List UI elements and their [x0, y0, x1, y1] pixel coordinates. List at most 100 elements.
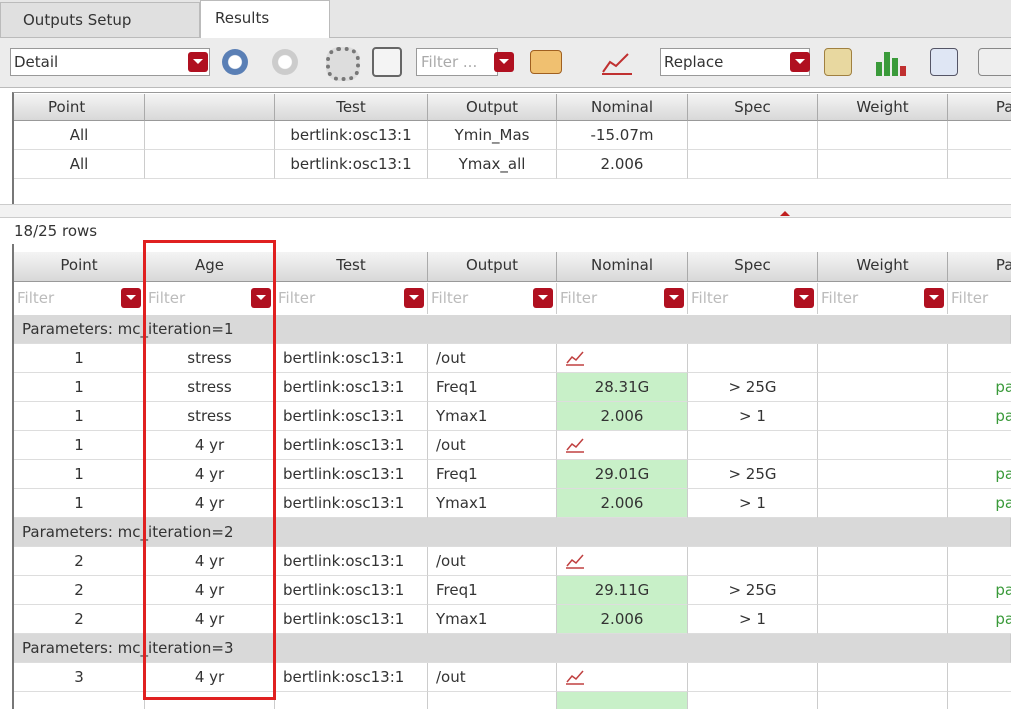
table-cell [948, 692, 1011, 709]
plot-icon[interactable] [565, 349, 585, 367]
header-cell: Nominal [557, 94, 688, 121]
table-cell [688, 121, 818, 150]
filter-dropdown[interactable] [121, 288, 141, 308]
table-cell [688, 150, 818, 179]
table-cell [818, 373, 948, 402]
table-cell: > 1 [688, 402, 818, 431]
table-cell [145, 150, 275, 179]
group-row: Parameters: mc_iteration=3 [14, 634, 1011, 663]
table-button[interactable] [372, 47, 402, 77]
back-button[interactable] [222, 49, 248, 75]
table-cell: bertlink:osc13:1 [275, 150, 428, 179]
table-cell: /out [428, 431, 557, 460]
table-cell: bertlink:osc13:1 [275, 547, 428, 576]
table-cell [688, 431, 818, 460]
histogram-button[interactable] [872, 46, 912, 78]
table-cell [688, 547, 818, 576]
filter-input[interactable]: Filter [818, 283, 948, 314]
filter-input[interactable]: Filter [428, 283, 557, 314]
dropdown-button[interactable] [494, 52, 514, 72]
table-cell [948, 150, 1011, 179]
filter-input[interactable]: Filter [948, 283, 1011, 314]
table-cell: Ymax1 [428, 489, 557, 518]
table-cell: > 1 [688, 489, 818, 518]
notes-button[interactable] [930, 48, 958, 76]
table-cell: /out [428, 547, 557, 576]
table-cell: Freq1 [428, 576, 557, 605]
splitter-handle[interactable] [780, 206, 790, 216]
table-cell [14, 692, 145, 709]
table-cell [818, 576, 948, 605]
filter-input[interactable]: Filter [557, 283, 688, 314]
table-cell: bertlink:osc13:1 [275, 402, 428, 431]
plot-button[interactable] [600, 48, 634, 76]
table-cell: bertlink:osc13:1 [275, 121, 428, 150]
table-cell: 4 yr [145, 576, 275, 605]
table-cell [557, 547, 688, 576]
settings-button[interactable] [326, 47, 360, 81]
table-cell: Ymax1 [428, 402, 557, 431]
tab[interactable]: Outputs Setup [0, 2, 200, 38]
table-cell [145, 692, 275, 709]
table-cell: > 1 [688, 605, 818, 634]
panel-border [12, 244, 14, 709]
table-cell [688, 344, 818, 373]
table-cell: > 25G [688, 576, 818, 605]
splitter[interactable] [0, 204, 1011, 218]
table-cell: 2.006 [557, 402, 688, 431]
header-cell: Test [275, 252, 428, 282]
header-cell: Spec [688, 252, 818, 282]
history-button[interactable] [530, 50, 562, 74]
table-cell: 4 yr [145, 547, 275, 576]
filter-dropdown[interactable] [533, 288, 553, 308]
table-cell: pass [948, 576, 1011, 605]
table-cell: 29.11G [557, 576, 688, 605]
table-cell: stress [145, 344, 275, 373]
dropdown-button[interactable] [790, 52, 810, 72]
filter-input[interactable]: Filter ... [416, 48, 498, 76]
table-cell: 1 [14, 460, 145, 489]
table-cell: 3 [14, 663, 145, 692]
top-panel [12, 92, 1011, 204]
table-cell: All [14, 121, 145, 150]
header-cell: Test [275, 94, 428, 121]
table-cell: 29.01G [557, 460, 688, 489]
plot-icon[interactable] [565, 552, 585, 570]
mode-select[interactable]: Replace [660, 48, 810, 76]
table-cell [818, 150, 948, 179]
table-cell: bertlink:osc13:1 [275, 663, 428, 692]
table-cell: -15.07m [557, 121, 688, 150]
table-cell: stress [145, 402, 275, 431]
view-select[interactable]: Detail [10, 48, 210, 76]
table-cell [688, 692, 818, 709]
filter-dropdown[interactable] [404, 288, 424, 308]
plot-icon[interactable] [565, 436, 585, 454]
filter-dropdown[interactable] [664, 288, 684, 308]
table-cell: bertlink:osc13:1 [275, 489, 428, 518]
filter-input[interactable]: Filter [688, 283, 818, 314]
dropdown-button[interactable] [188, 52, 208, 72]
table-cell [428, 692, 557, 709]
edit-button[interactable] [824, 48, 852, 76]
plot-icon[interactable] [565, 668, 585, 686]
tab-active[interactable]: Results [200, 0, 330, 38]
table-cell [275, 692, 428, 709]
filter-dropdown[interactable] [251, 288, 271, 308]
header-cell: Output [428, 252, 557, 282]
table-cell: 1 [14, 344, 145, 373]
row-count: 18/25 rows [14, 222, 98, 240]
table-cell: 2 [14, 605, 145, 634]
filter-input[interactable]: Filter [275, 283, 428, 314]
table-cell [818, 663, 948, 692]
table-cell: 4 yr [145, 663, 275, 692]
delete-button[interactable] [978, 48, 1011, 76]
header-cell: Age [145, 252, 275, 282]
forward-button[interactable] [272, 49, 298, 75]
filter-dropdown[interactable] [924, 288, 944, 308]
table-cell [818, 431, 948, 460]
table-cell [557, 663, 688, 692]
filter-dropdown[interactable] [794, 288, 814, 308]
table-cell: 2.006 [557, 489, 688, 518]
table-cell: 1 [14, 402, 145, 431]
